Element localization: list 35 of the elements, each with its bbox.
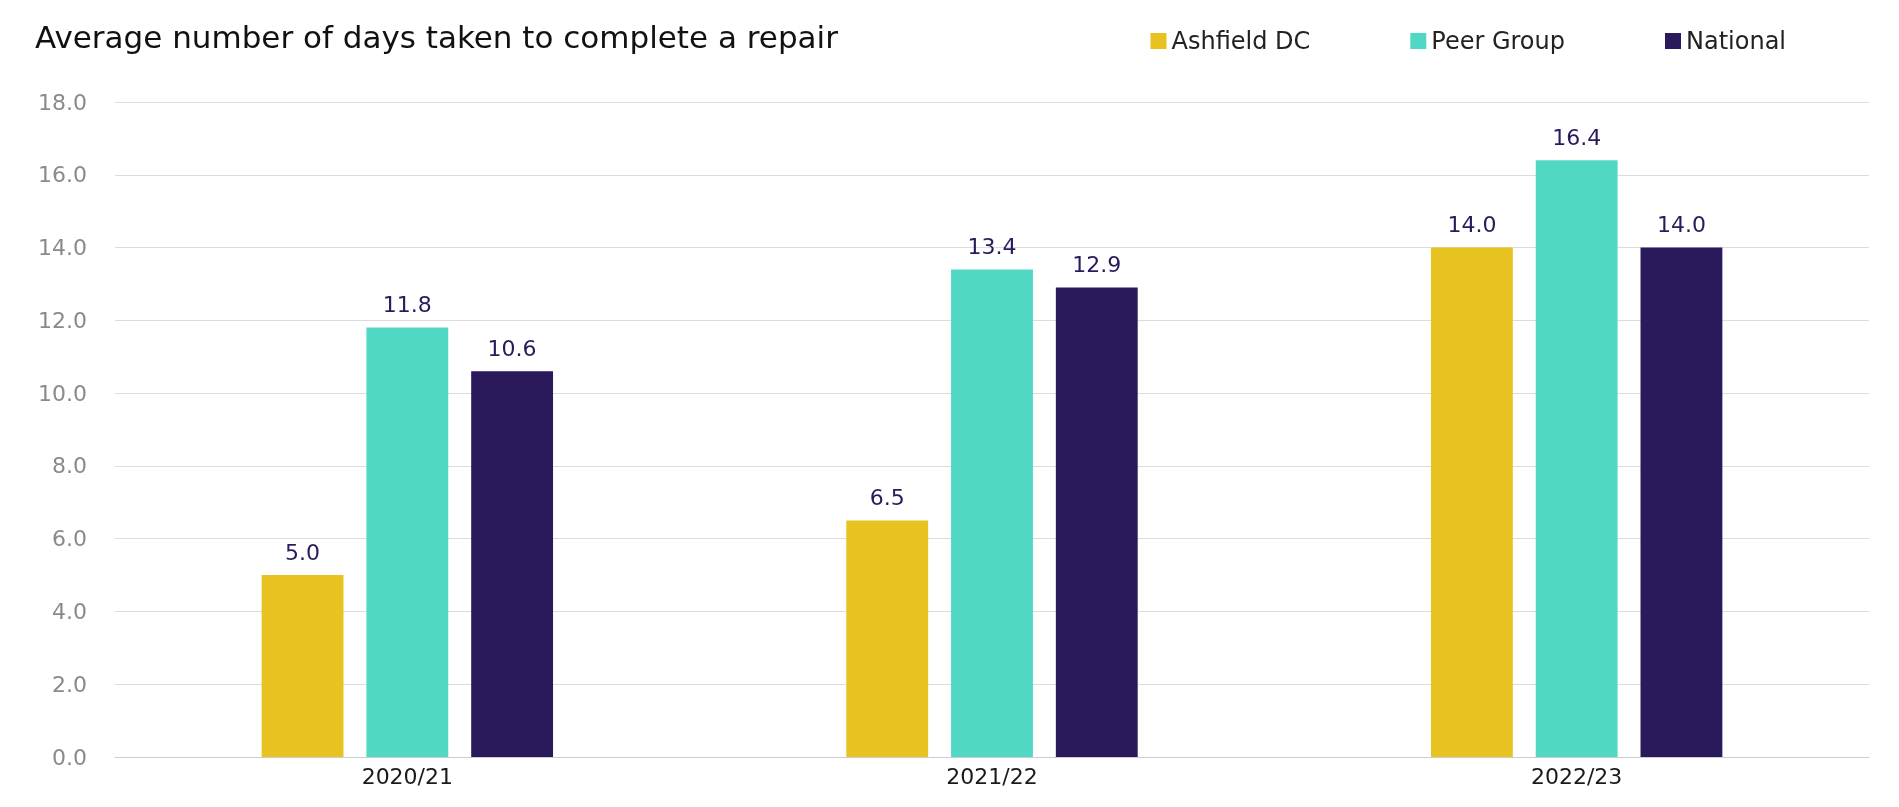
bar	[1640, 247, 1723, 757]
y-tick-label: 4.0	[52, 598, 87, 624]
data-label: 12.9	[1072, 252, 1122, 278]
legend-label: Peer Group	[1431, 27, 1565, 55]
bar	[366, 327, 449, 757]
bar	[846, 520, 929, 757]
y-tick-label: 6.0	[52, 526, 87, 552]
x-tick-label: 2022/23	[1530, 763, 1623, 789]
data-label: 14.0	[1656, 212, 1706, 238]
data-label: 14.0	[1447, 212, 1497, 238]
y-tick-label: 16.0	[38, 162, 87, 188]
y-tick-label: 12.0	[38, 307, 87, 333]
data-label: 11.8	[382, 292, 432, 318]
legend-label: Ashfield DC	[1171, 27, 1311, 55]
y-tick-label: 0.0	[52, 744, 87, 770]
bar	[1430, 247, 1513, 757]
data-label: 16.4	[1552, 124, 1602, 150]
y-tick-label: 18.0	[38, 89, 87, 115]
bar	[1055, 287, 1138, 757]
chart-title: Average number of days taken to complete a repair	[35, 18, 839, 55]
x-tick-label: 2020/21	[361, 763, 454, 789]
y-tick-label: 10.0	[38, 380, 87, 406]
data-label: 13.4	[967, 233, 1017, 259]
bar	[261, 575, 344, 757]
data-label: 6.5	[869, 484, 905, 510]
y-tick-label: 2.0	[52, 671, 87, 697]
x-tick-label: 2021/22	[946, 763, 1038, 789]
bar	[471, 371, 554, 757]
bar	[951, 269, 1033, 757]
data-label: 10.6	[487, 335, 537, 361]
y-tick-label: 14.0	[38, 235, 87, 261]
y-tick-label: 8.0	[52, 453, 87, 479]
bar	[1535, 160, 1618, 757]
legend-label: National	[1685, 27, 1787, 55]
data-label: 5.0	[285, 539, 321, 565]
